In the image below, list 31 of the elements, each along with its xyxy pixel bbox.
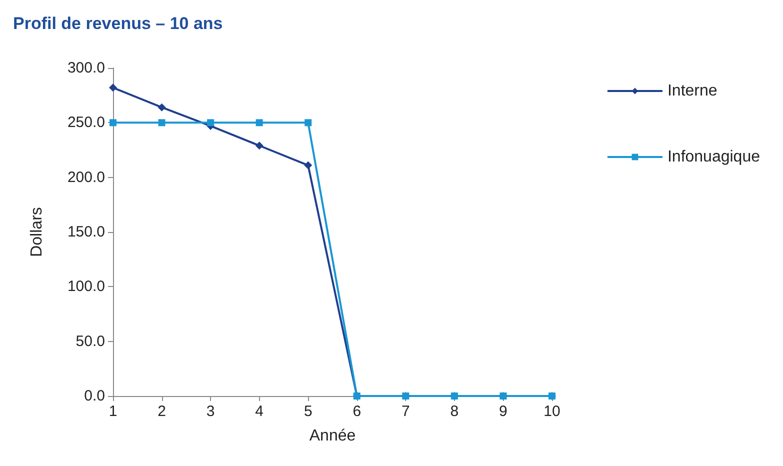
x-tick-label: 4 — [255, 403, 264, 420]
x-tick-label: 2 — [158, 403, 166, 420]
point — [158, 103, 166, 112]
y-tick-label: 0.0 — [84, 388, 105, 404]
y-tick-label: 100.0 — [67, 278, 105, 296]
point — [256, 119, 263, 126]
y-tick-label: 50.0 — [76, 332, 105, 350]
x-tick-label: 3 — [206, 403, 215, 420]
x-axis-title: Année — [309, 428, 356, 444]
legend-label: Interne — [667, 82, 718, 100]
point — [109, 84, 117, 92]
point — [255, 142, 264, 150]
x-tick-label: 10 — [544, 403, 560, 420]
x-tick-label: 8 — [450, 403, 459, 420]
y-axis-title: Dollars — [28, 207, 46, 257]
x-tick-label: 6 — [352, 403, 362, 420]
y-tick-label: 250.0 — [67, 114, 105, 132]
point — [207, 119, 214, 126]
x-tick-label: 7 — [401, 403, 410, 420]
chart-title: Profil de revenus – 10 ans — [13, 14, 223, 33]
y-tick-label: 300.0 — [67, 60, 105, 76]
point — [304, 161, 312, 170]
point — [110, 119, 116, 126]
y-tick-label: 200.0 — [67, 168, 105, 186]
point — [304, 119, 312, 126]
x-tick-label: 5 — [304, 403, 312, 420]
point — [158, 119, 166, 126]
y-tick-label: 150.0 — [67, 224, 105, 240]
x-tick-label: 1 — [108, 403, 118, 420]
x-tick-label: 9 — [499, 403, 508, 420]
legend-label: Infonuagique — [667, 148, 760, 166]
